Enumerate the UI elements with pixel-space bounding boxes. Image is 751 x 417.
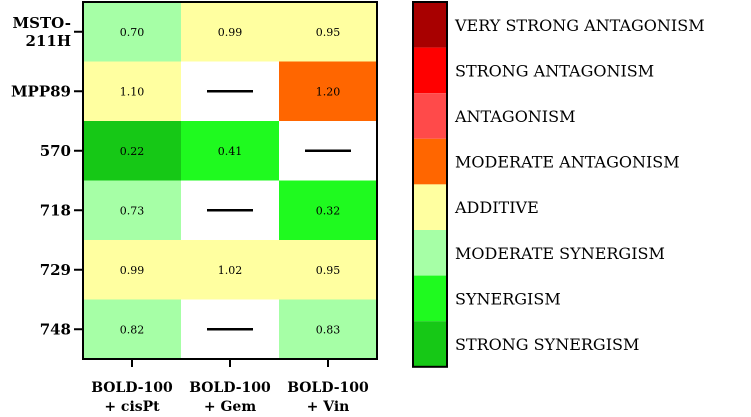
row-label-570: 570 — [40, 142, 71, 160]
legend-label-antagonism: ANTAGONISM — [454, 107, 575, 126]
heatmap-cell-718-col1 — [83, 180, 181, 240]
row-label-729: 729 — [40, 261, 71, 279]
row-label-msto-211h-line1: MSTO- — [13, 14, 71, 32]
legend-label-strong-synergism: STRONG SYNERGISM — [455, 335, 639, 354]
heatmap-cell-729-col3 — [279, 240, 377, 300]
legend-label-strong-antagonism: STRONG ANTAGONISM — [455, 61, 654, 80]
column-label-3-line2: + Vin — [307, 399, 350, 415]
cell-values: 0.70 0.99 0.95 1.10 1.20 0.22 0.41 0.73 0.32 0.99… — [120, 26, 351, 336]
cell-value-570-col1: 0.22 — [120, 145, 145, 158]
row-label-748: 748 — [40, 320, 71, 338]
row-label-msto-211h-line2: 211H — [26, 32, 71, 50]
legend-swatch-additive — [413, 184, 447, 230]
heatmap-cell-570-col2 — [181, 121, 279, 181]
legend-swatch-very-strong-antagonism — [413, 2, 447, 48]
legend-label-moderate-antagonism: MODERATE ANTAGONISM — [455, 153, 680, 172]
heatmap-cell-729-col1 — [83, 240, 181, 300]
cell-value-718-col1: 0.73 — [120, 204, 145, 217]
column-label-1-line1: BOLD-100 — [91, 380, 173, 396]
column-label-2-line1: BOLD-100 — [189, 380, 271, 396]
cell-value-729-col1: 0.99 — [120, 264, 145, 277]
heatmap-cell-570-col1 — [83, 121, 181, 181]
legend-label-additive: ADDITIVE — [454, 198, 539, 217]
column-label-1-line2: + cisPt — [104, 399, 160, 415]
legend-label-moderate-synergism: MODERATE SYNERGISM — [455, 244, 665, 263]
heatmap-cell-mpp89-col1 — [83, 61, 181, 121]
cell-value-729-col3: 0.95 — [316, 264, 341, 277]
legend-frame — [412, 1, 448, 368]
heatmap-cell-mpp89-col3 — [279, 61, 377, 121]
legend: VERY STRONG ANTAGONISM STRONG ANTAGONISM A… — [412, 1, 705, 368]
heatmap-cell-748-col3 — [279, 299, 377, 359]
legend-label-very-strong-antagonism: VERY STRONG ANTAGONISM — [454, 16, 705, 35]
cell-value-729-col2: 1.02 — [218, 264, 243, 277]
column-label-3-line1: BOLD-100 — [287, 380, 369, 396]
cell-value-718-col3: 0.32 — [316, 204, 341, 217]
cell-value-748-col1: 0.82 — [120, 323, 145, 336]
heatmap-cell-msto-211h-col1 — [83, 2, 181, 62]
heatmap-cell-748-col1 — [83, 299, 181, 359]
column-labels: BOLD-100 + cisPt BOLD-100 + Gem BOLD-100 + Vi… — [91, 359, 369, 415]
cell-value-570-col2: 0.41 — [218, 145, 243, 158]
legend-swatch-moderate-synergism — [413, 230, 447, 276]
legend-swatch-antagonism — [413, 93, 447, 139]
cell-value-msto-211h-col3: 0.95 — [316, 26, 341, 39]
row-label-mpp89: MPP89 — [11, 82, 71, 100]
legend-swatch-moderate-antagonism — [413, 138, 447, 185]
row-labels: MSTO-211H MPP89 570 718 729 748 — [11, 14, 83, 338]
heatmap-cells — [82, 1, 378, 360]
heatmap-cell-729-col2 — [181, 240, 279, 300]
legend-label-synergism: SYNERGISM — [455, 289, 561, 308]
cell-value-mpp89-col1: 1.10 — [120, 85, 145, 98]
heatmap-cell-msto-211h-col2 — [181, 2, 279, 62]
legend-swatch-synergism — [413, 275, 447, 322]
heatmap-cell-718-col3 — [279, 180, 377, 240]
row-label-718: 718 — [40, 201, 71, 219]
cell-value-msto-211h-col2: 0.99 — [218, 26, 243, 39]
cell-value-748-col3: 0.83 — [316, 323, 341, 336]
cell-value-mpp89-col3: 1.20 — [316, 85, 341, 98]
legend-swatch-strong-synergism — [413, 321, 447, 367]
cell-value-msto-211h-col1: 0.70 — [120, 26, 145, 39]
legend-swatch-strong-antagonism — [413, 47, 447, 94]
column-label-2-line2: + Gem — [204, 399, 256, 415]
heatmap-cell-msto-211h-col3 — [279, 2, 377, 62]
